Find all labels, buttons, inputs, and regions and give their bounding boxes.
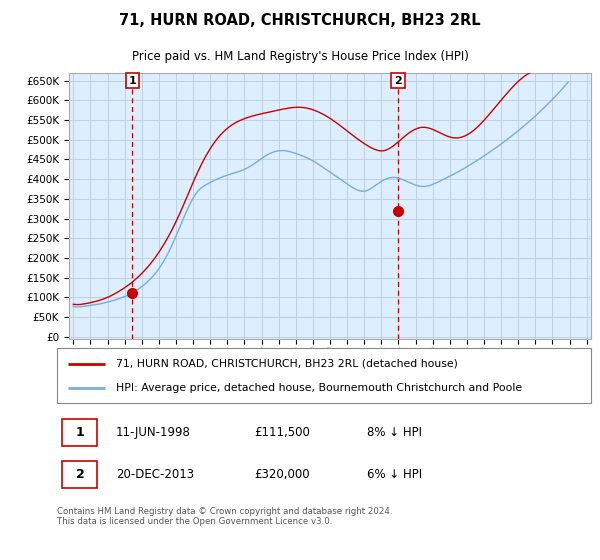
Text: HPI: Average price, detached house, Bournemouth Christchurch and Poole: HPI: Average price, detached house, Bour…	[116, 383, 522, 393]
Text: 71, HURN ROAD, CHRISTCHURCH, BH23 2RL (detached house): 71, HURN ROAD, CHRISTCHURCH, BH23 2RL (d…	[116, 359, 458, 368]
FancyBboxPatch shape	[62, 419, 97, 446]
Text: 1: 1	[128, 76, 136, 86]
Text: 20-DEC-2013: 20-DEC-2013	[116, 468, 194, 481]
Text: 11-JUN-1998: 11-JUN-1998	[116, 426, 191, 439]
Text: 8% ↓ HPI: 8% ↓ HPI	[367, 426, 422, 439]
Text: 71, HURN ROAD, CHRISTCHURCH, BH23 2RL: 71, HURN ROAD, CHRISTCHURCH, BH23 2RL	[119, 13, 481, 28]
Text: 2: 2	[394, 76, 402, 86]
Text: £320,000: £320,000	[254, 468, 310, 481]
Text: 1: 1	[76, 426, 85, 439]
FancyBboxPatch shape	[57, 348, 591, 403]
Text: Price paid vs. HM Land Registry's House Price Index (HPI): Price paid vs. HM Land Registry's House …	[131, 50, 469, 63]
Text: 2: 2	[76, 468, 85, 481]
FancyBboxPatch shape	[62, 461, 97, 488]
Text: 6% ↓ HPI: 6% ↓ HPI	[367, 468, 422, 481]
Text: £111,500: £111,500	[254, 426, 310, 439]
Text: Contains HM Land Registry data © Crown copyright and database right 2024.
This d: Contains HM Land Registry data © Crown c…	[57, 507, 392, 526]
